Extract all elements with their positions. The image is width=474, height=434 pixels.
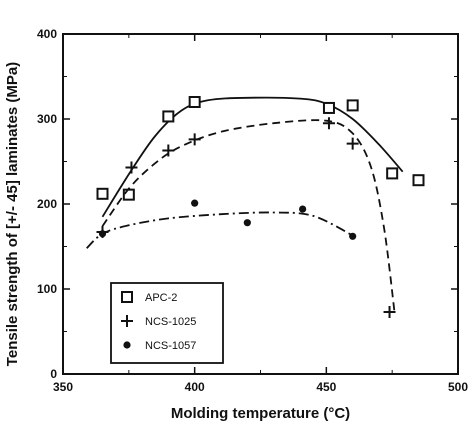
y-tick-label: 200 — [37, 197, 57, 211]
y-tick-label: 400 — [37, 27, 57, 41]
x-tick-label: 350 — [53, 380, 73, 394]
data-point-ncs-1025 — [322, 117, 335, 130]
data-point-ncs-1057 — [299, 205, 307, 213]
data-point-ncs-1057 — [243, 219, 251, 227]
data-point-apc-2 — [346, 99, 359, 112]
plot-area: 350 400 450 500 0 100 200 300 400 Molding tempera… — [4, 27, 468, 422]
data-point-apc-2 — [188, 96, 201, 108]
data-point-apc-2 — [386, 167, 399, 180]
legend-marker-ncs-1025 — [121, 315, 133, 327]
legend-label-ncs-1057: NCS-1057 — [145, 340, 196, 352]
x-tick-label: 450 — [316, 380, 336, 394]
legend-label-ncs-1025: NCS-1025 — [145, 316, 196, 328]
series-line-apc-2 — [101, 96, 404, 218]
data-point-apc-2 — [96, 187, 109, 200]
data-point-ncs-1025 — [125, 161, 138, 174]
data-point-ncs-1025 — [162, 144, 175, 157]
x-tick-label: 500 — [448, 380, 468, 394]
y-tick-label: 300 — [37, 112, 57, 126]
series-line-ncs-1025 — [101, 119, 396, 315]
series-line-ncs-1057 — [86, 211, 354, 249]
legend-marker-ncs-1057 — [123, 341, 131, 349]
x-tick-label: 400 — [185, 380, 205, 394]
y-axis-title: Tensile strength of [+/- 45] laminates (… — [4, 62, 21, 366]
data-point-apc-2 — [162, 110, 175, 123]
data-point-ncs-1025 — [383, 305, 396, 318]
data-point-ncs-1025 — [188, 133, 201, 146]
data-point-ncs-1025 — [346, 137, 359, 150]
data-point-ncs-1057 — [191, 199, 199, 207]
legend-marker-apc-2 — [121, 291, 133, 303]
x-axis-title: Molding temperature (°C) — [171, 405, 350, 422]
data-point-apc-2 — [322, 101, 335, 114]
data-point-ncs-1057 — [349, 232, 357, 240]
y-tick-label: 100 — [37, 282, 57, 296]
data-point-apc-2 — [122, 188, 135, 201]
y-tick-label: 0 — [50, 367, 57, 381]
data-point-apc-2 — [412, 174, 425, 187]
legend-label-apc-2: APC-2 — [145, 292, 177, 304]
data-point-ncs-1057 — [98, 230, 107, 238]
